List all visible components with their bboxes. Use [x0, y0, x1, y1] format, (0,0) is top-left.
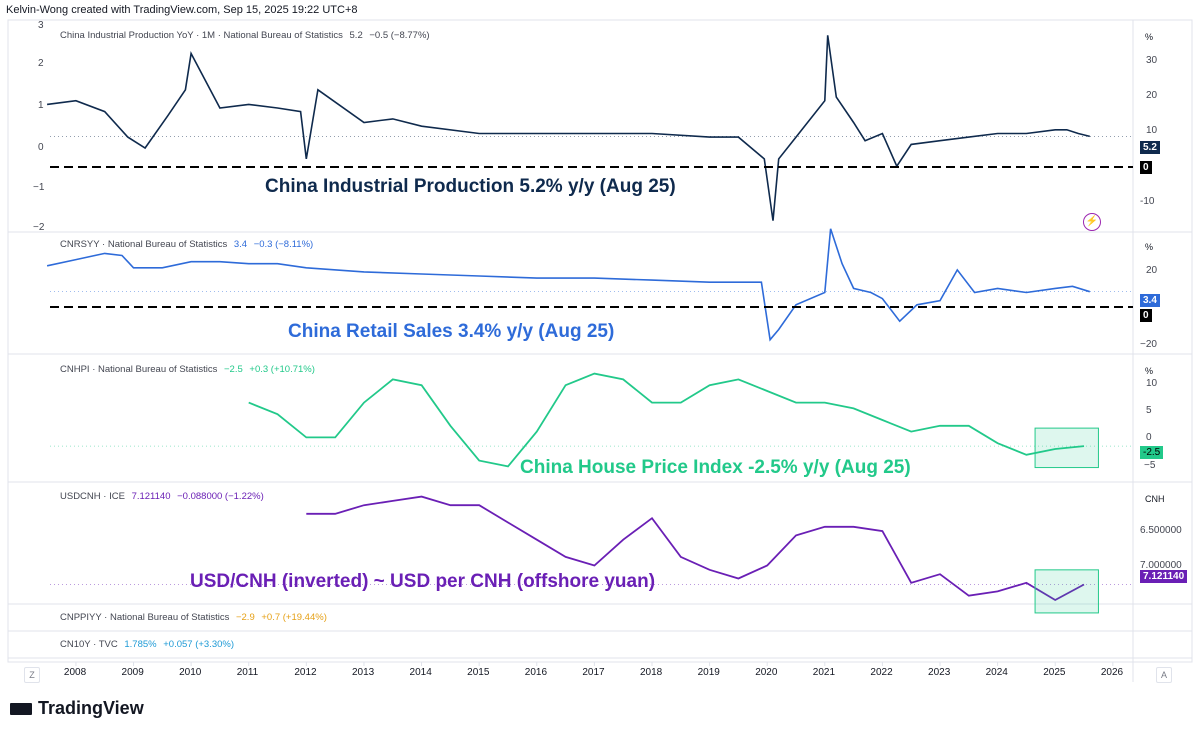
- bond-legend-value: 1.785%: [124, 639, 157, 650]
- house-legend-name: CNHPI · National Bureau of Statistics: [60, 364, 218, 375]
- x-tick-label-2020: 2020: [755, 667, 778, 678]
- retail-tick-20: 20: [1146, 265, 1158, 276]
- ip-left-tick-neg2: −2: [33, 222, 45, 233]
- x-tick-label-2016: 2016: [524, 667, 548, 678]
- usd-unit: CNH: [1145, 494, 1165, 504]
- ip-tick-neg10: -10: [1140, 196, 1155, 207]
- ip-left-tick-0: 0: [38, 142, 44, 153]
- house-title: China House Price Index -2.5% y/y (Aug 2…: [520, 457, 911, 478]
- ip-left-tick-2: 2: [38, 58, 44, 69]
- ip-title: China Industrial Production 5.2% y/y (Au…: [265, 176, 676, 197]
- ip-last-value-badge: 5.2: [1140, 141, 1160, 154]
- x-tick-label-2013: 2013: [351, 667, 375, 678]
- x-tick-label-2017: 2017: [582, 667, 605, 678]
- retail-legend: CNRSYY · National Bureau of Statistics 3…: [60, 239, 317, 250]
- ip-series-line: [46, 35, 1090, 221]
- x-tick-label-2014: 2014: [409, 667, 432, 678]
- retail-unit: %: [1145, 242, 1154, 252]
- ip-tick-20: 20: [1146, 90, 1158, 101]
- house-tick-10: 10: [1146, 378, 1158, 389]
- house-last-value-badge: -2.5: [1140, 446, 1164, 459]
- bond-legend-change: +0.057 (+3.30%): [163, 639, 235, 650]
- ip-tick-10: 10: [1146, 125, 1158, 136]
- usd-title: USD/CNH (inverted) ~ USD per CNH (offsho…: [190, 571, 656, 592]
- retail-series-line: [46, 228, 1091, 342]
- usd-legend: USDCNH · ICE 7.121140 −0.088000 (−1.22%): [60, 491, 268, 502]
- usd-highlight-box: [1034, 569, 1099, 614]
- pane-separators: [7, 19, 1193, 682]
- house-tick-0: 0: [1146, 432, 1152, 443]
- house-highlight-box: [1034, 427, 1099, 469]
- pp-legend-change: +0.7 (+19.44%): [261, 612, 327, 623]
- retail-last-value-badge: 3.4: [1140, 294, 1160, 307]
- ip-tick-30: 30: [1146, 55, 1158, 66]
- auto-scale-a-button[interactable]: A: [1156, 667, 1172, 683]
- x-tick-label-2008: 2008: [63, 667, 87, 678]
- usd-series-line: [306, 495, 1085, 602]
- x-tick-label-2021: 2021: [812, 667, 836, 678]
- ip-left-tick-3: 3: [38, 20, 44, 31]
- chart-border: [7, 19, 1193, 663]
- usd-legend-change: −0.088000 (−1.22%): [177, 491, 264, 502]
- ip-legend-name: China Industrial Production YoY · 1M · N…: [60, 30, 343, 41]
- x-tick-label-2018: 2018: [639, 667, 663, 678]
- ip-unit: %: [1145, 32, 1154, 42]
- auto-scale-z-button[interactable]: Z: [24, 667, 40, 683]
- house-legend: CNHPI · National Bureau of Statistics −2…: [60, 364, 319, 375]
- x-tick-label-2012: 2012: [294, 667, 317, 678]
- usd-last-value-badge: 7.121140: [1140, 570, 1188, 583]
- house-tick-5: 5: [1146, 405, 1152, 416]
- house-legend-change: +0.3 (+10.71%): [249, 364, 315, 375]
- x-tick-label-2024: 2024: [985, 667, 1008, 678]
- bond-legend-name: CN10Y · TVC: [60, 639, 118, 650]
- x-tick-label-2009: 2009: [121, 667, 144, 678]
- retail-legend-name: CNRSYY · National Bureau of Statistics: [60, 239, 228, 250]
- retail-legend-value: 3.4: [233, 239, 248, 250]
- header-text: Kelvin-Wong created with TradingView.com…: [6, 4, 358, 16]
- tradingview-logo-icon: [10, 703, 32, 716]
- x-tick-label-2023: 2023: [928, 667, 951, 678]
- tradingview-logo-text: TradingView: [38, 698, 144, 718]
- house-series-line: [248, 372, 1085, 468]
- flash-icon[interactable]: ⚡: [1083, 213, 1101, 231]
- ip-legend: China Industrial Production YoY · 1M · N…: [60, 30, 434, 41]
- usd-tick-650: 6.500000: [1140, 525, 1182, 536]
- usd-tick-700: 7.000000: [1140, 560, 1182, 571]
- series-lines: [46, 35, 1133, 614]
- ip-legend-change: −0.5 (−8.77%): [369, 30, 430, 41]
- ip-left-tick-1: 1: [38, 100, 44, 111]
- x-tick-label-2010: 2010: [179, 667, 202, 678]
- x-tick-label-2011: 2011: [236, 667, 259, 678]
- tradingview-logo: TradingView: [10, 698, 144, 719]
- house-unit: %: [1145, 366, 1154, 376]
- bond-legend: CN10Y · TVC 1.785% +0.057 (+3.30%): [60, 639, 238, 650]
- x-tick-label-2022: 2022: [870, 667, 893, 678]
- house-legend-value: −2.5: [223, 364, 243, 375]
- pp-legend-value: −2.9: [235, 612, 255, 623]
- pp-legend: CNPPIYY · National Bureau of Statistics …: [60, 612, 331, 623]
- ip-legend-value: 5.2: [349, 30, 363, 41]
- retail-legend-change: −0.3 (−8.11%): [253, 239, 314, 250]
- retail-tick-neg20: −20: [1140, 339, 1157, 350]
- x-tick-label-2019: 2019: [697, 667, 720, 678]
- retail-title: China Retail Sales 3.4% y/y (Aug 25): [288, 321, 615, 342]
- ip-left-tick-neg1: −1: [33, 182, 45, 193]
- usd-legend-value: 7.121140: [131, 491, 171, 502]
- house-tick-neg5: −5: [1144, 460, 1156, 471]
- ip-zero-badge: 0: [1140, 161, 1152, 174]
- retail-zero-badge: 0: [1140, 309, 1152, 322]
- usd-legend-name: USDCNH · ICE: [60, 491, 125, 502]
- pp-legend-name: CNPPIYY · National Bureau of Statistics: [60, 612, 230, 623]
- x-tick-label-2015: 2015: [467, 667, 490, 678]
- x-tick-label-2025: 2025: [1043, 667, 1066, 678]
- x-tick-label-2026: 2026: [1100, 667, 1124, 678]
